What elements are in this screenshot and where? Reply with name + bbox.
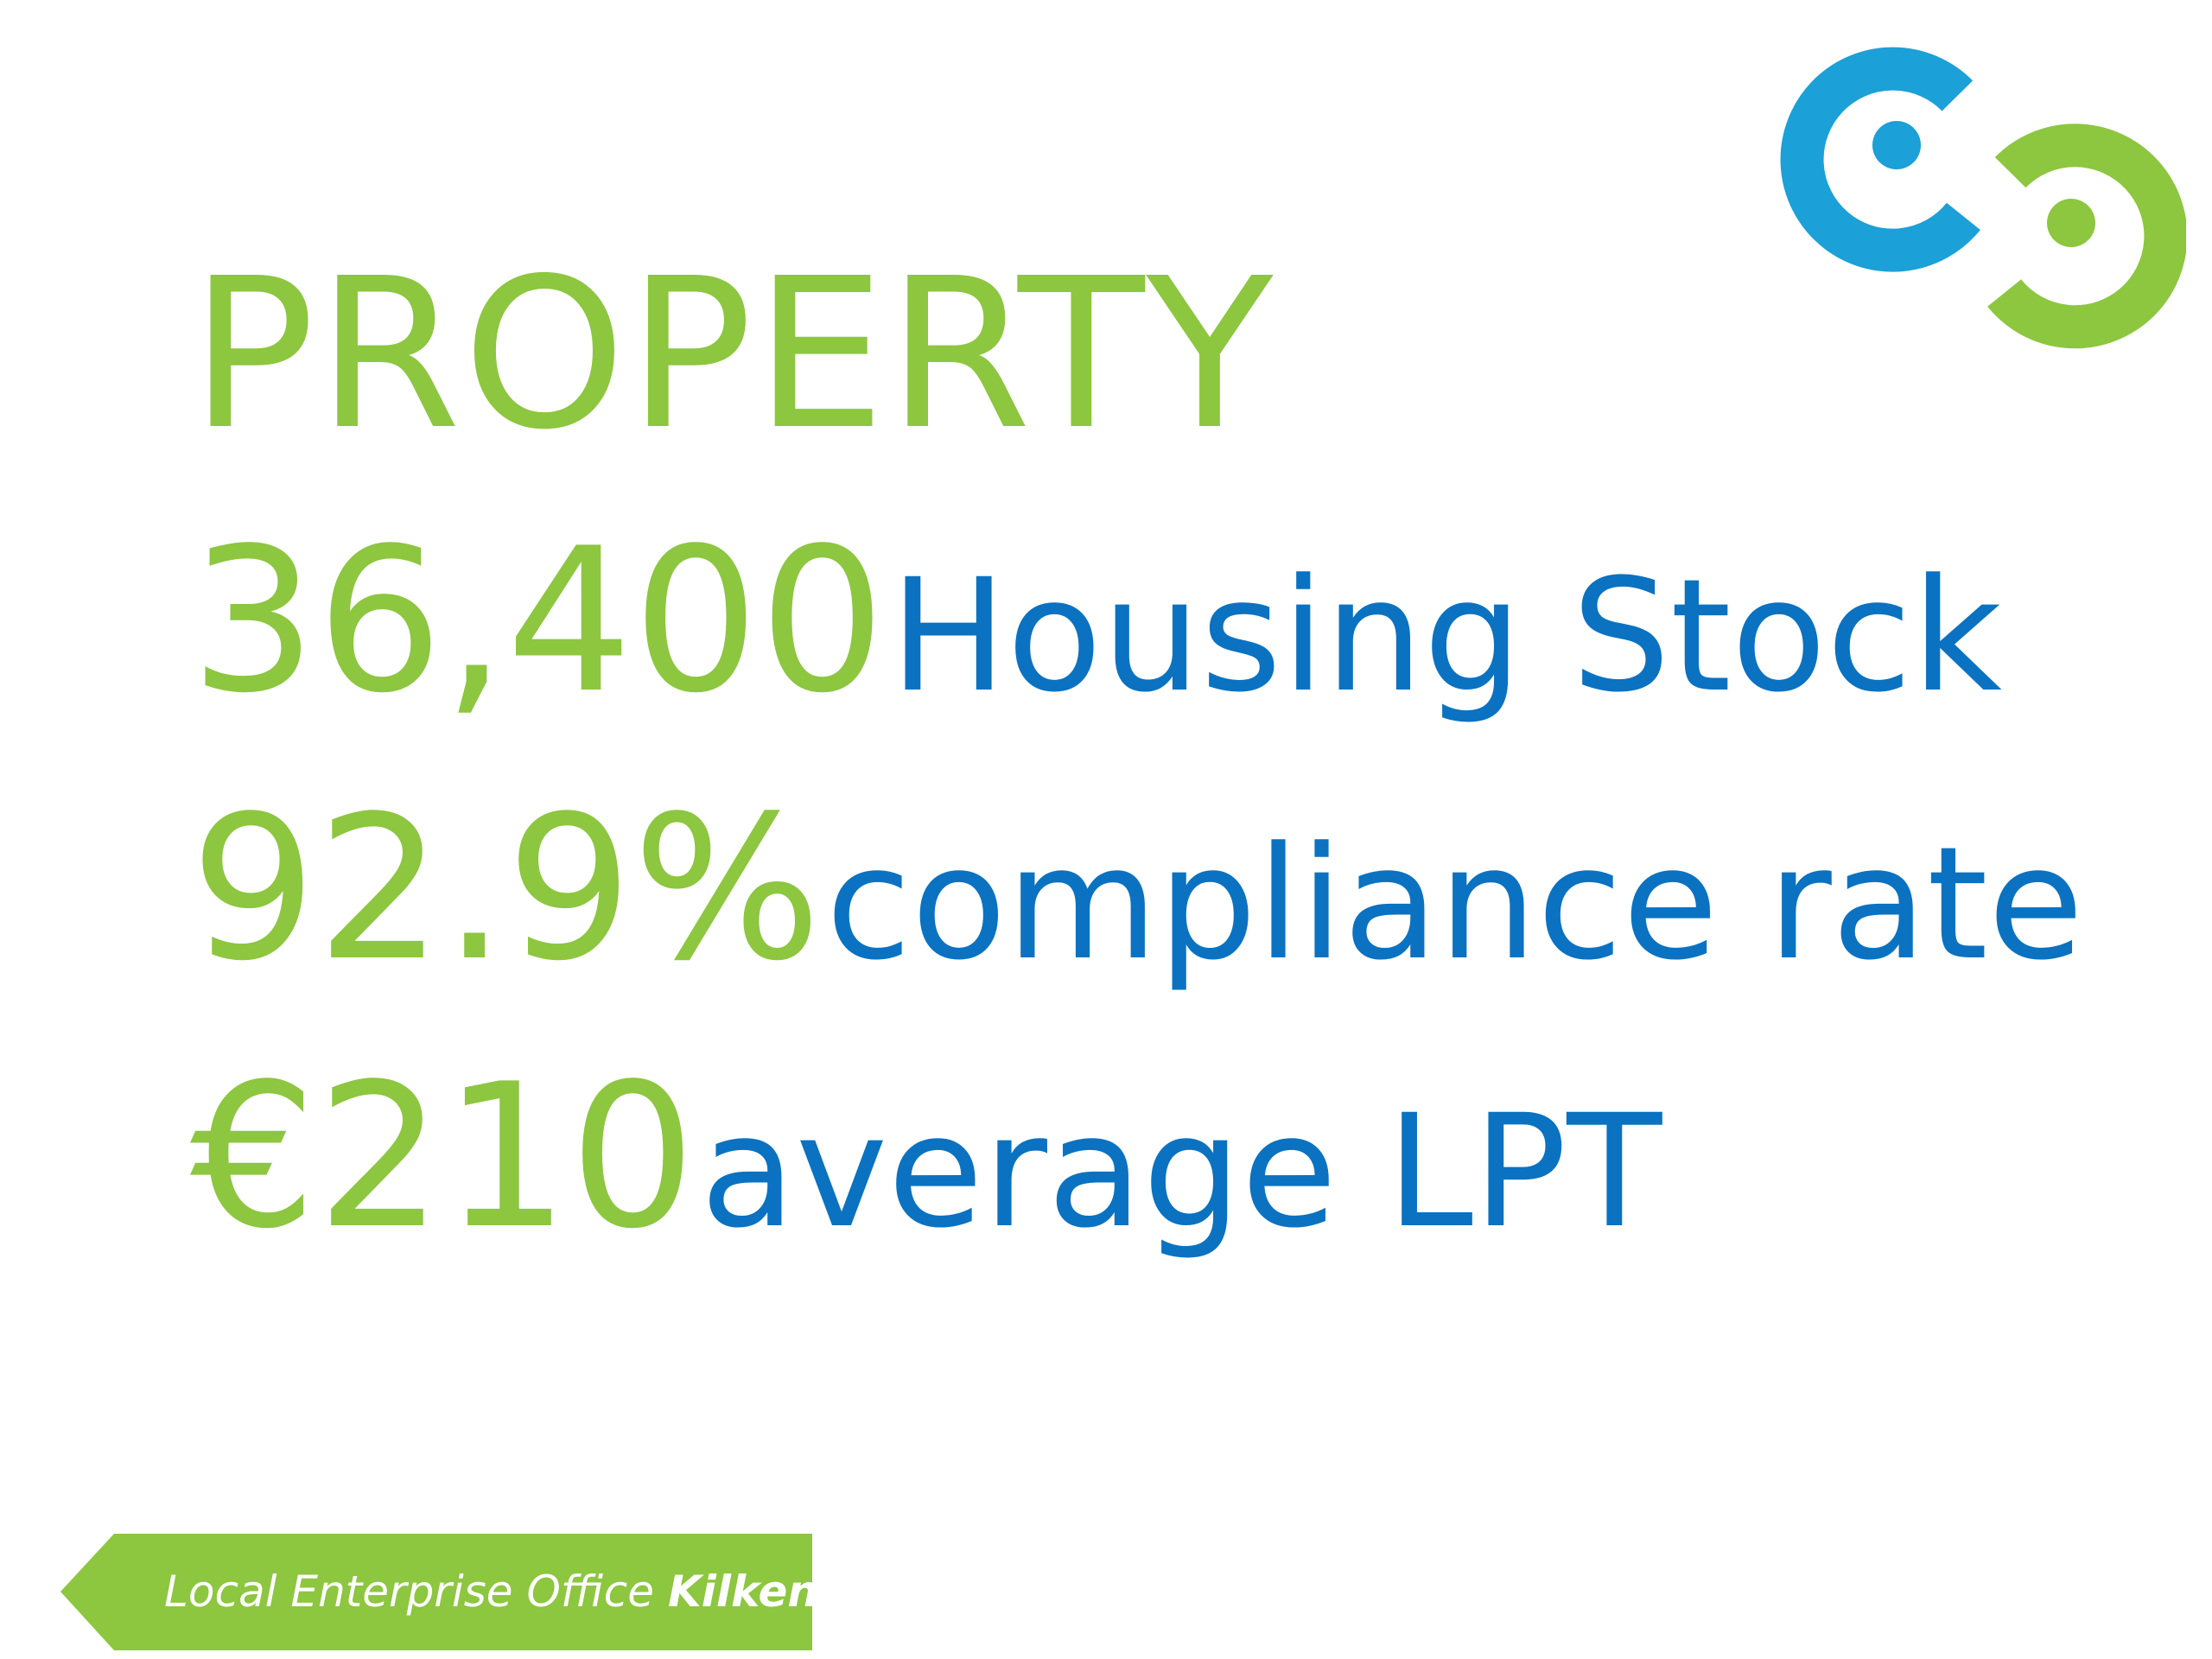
stat-value: 92.9% <box>190 774 822 1005</box>
stat-compliance-rate: 92.9% compliance rate <box>190 791 2083 989</box>
stat-value: 36,400 <box>190 506 886 737</box>
stat-housing-stock: 36,400 Housing Stock <box>190 523 2002 721</box>
stat-label: compliance rate <box>825 814 2084 995</box>
logo-icon <box>1780 43 2188 354</box>
stat-label: average LPT <box>700 1082 1662 1262</box>
stat-average-lpt: €210 average LPT <box>190 1058 1662 1257</box>
footer-label-regular: Local Enterprise Office <box>164 1567 655 1617</box>
stat-value: €210 <box>190 1042 696 1273</box>
footer-label-bold: Kilkenny <box>667 1567 878 1617</box>
footer-label: Local Enterprise Office Kilkenny <box>164 1534 877 1650</box>
page-title: PROPERTY <box>190 233 1275 475</box>
stat-label: Housing Stock <box>889 546 2002 727</box>
footer-banner[interactable]: Local Enterprise Office Kilkenny <box>60 1534 877 1650</box>
arrow-left-banner-icon <box>60 1534 812 1650</box>
